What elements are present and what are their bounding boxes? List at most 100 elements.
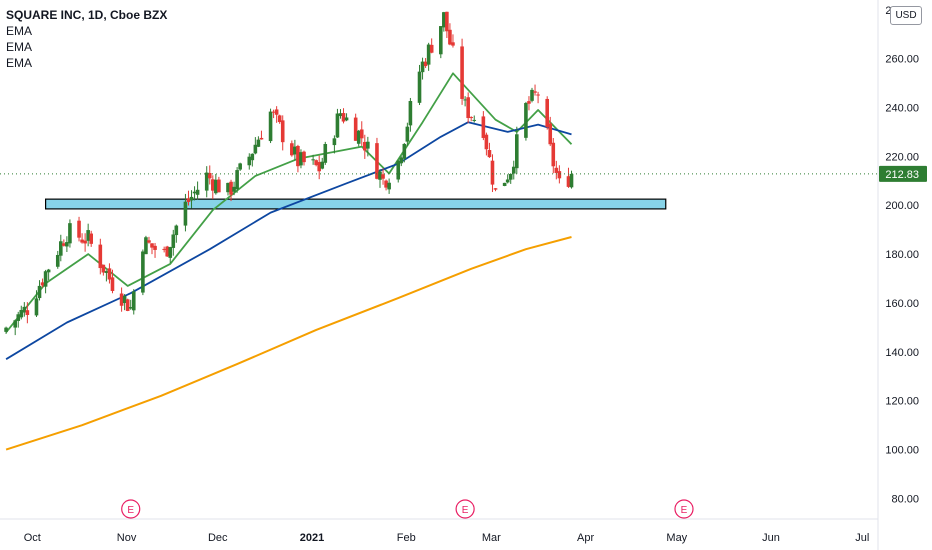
ema-legend-3[interactable]: EMA — [6, 56, 33, 70]
price-tick-label: 260.00 — [885, 54, 919, 66]
candle-body — [274, 109, 279, 115]
support-zone-rectangle — [44, 198, 667, 210]
candle-body — [226, 182, 230, 193]
candle-body — [214, 179, 218, 194]
candle-body — [460, 46, 464, 99]
candle-body — [195, 189, 200, 195]
candle-body — [533, 91, 537, 93]
price-tick-label: 140.00 — [885, 347, 919, 359]
candle-body — [408, 101, 413, 126]
price-tick-label: 240.00 — [885, 103, 919, 115]
candle-body — [332, 138, 337, 146]
candle-body — [98, 244, 103, 269]
candle-body — [253, 144, 258, 154]
candle-body — [569, 173, 574, 188]
candle-body — [356, 130, 361, 144]
candle-body — [429, 44, 434, 53]
candle-body — [104, 271, 109, 273]
ema-legend-2[interactable]: EMA — [6, 40, 33, 54]
candle-body — [128, 307, 133, 309]
candle-body — [317, 162, 321, 172]
candle-body — [131, 291, 136, 311]
ema-legend-1[interactable]: EMA — [6, 24, 33, 38]
earnings-marker[interactable] — [674, 499, 694, 519]
candle-body — [204, 172, 209, 191]
candle-body — [25, 310, 30, 315]
candle-body — [37, 285, 42, 299]
time-axis-label: May — [666, 532, 687, 544]
candle-body — [508, 174, 513, 180]
candle-body — [481, 116, 486, 138]
candle-body — [250, 153, 255, 161]
candle-body — [89, 233, 93, 244]
candle-body — [548, 123, 553, 145]
candle-body — [378, 171, 382, 180]
candle-body — [247, 156, 252, 166]
time-axis-label: Dec — [208, 532, 228, 544]
candle-body — [527, 101, 531, 104]
candle-body — [341, 113, 346, 122]
candle-body — [557, 171, 562, 179]
candle-body — [299, 152, 303, 166]
time-axis-label: Oct — [24, 532, 41, 544]
earnings-marker[interactable] — [121, 499, 141, 519]
candle-body — [335, 113, 340, 138]
candle-body — [110, 277, 115, 291]
candle-body — [80, 239, 84, 243]
candle-body — [268, 111, 273, 142]
candle-body — [165, 246, 169, 257]
candle-body — [359, 129, 364, 139]
price-tick-label: 200.00 — [885, 200, 919, 212]
candle-body — [493, 188, 498, 190]
last-price-label: 212.83 — [885, 169, 919, 181]
time-axis-label: Jul — [855, 532, 869, 544]
earnings-marker[interactable] — [455, 499, 475, 519]
candle-body — [344, 117, 349, 121]
candle-body — [423, 61, 428, 67]
candle-body — [420, 61, 425, 73]
candle-body — [296, 145, 300, 167]
candle-body — [472, 119, 477, 121]
candle-body — [320, 161, 325, 169]
candle-body — [396, 160, 401, 180]
candle-body — [40, 282, 45, 286]
candle-body — [381, 174, 385, 179]
candle-body — [125, 299, 130, 311]
candle-body — [119, 293, 124, 306]
candle-body — [232, 186, 236, 192]
candle-body — [554, 167, 559, 173]
candle-body — [144, 237, 148, 255]
candle-body — [426, 44, 431, 65]
time-axis-label: 2021 — [300, 532, 324, 544]
candle-body — [59, 241, 63, 256]
candle-body — [107, 268, 112, 280]
candle-body — [141, 251, 145, 293]
candle-body — [4, 327, 8, 332]
symbol-title[interactable]: SQUARE INC, 1D, Cboe BZX — [6, 8, 168, 22]
candle-body — [502, 182, 507, 186]
candle-body — [235, 170, 239, 190]
price-tick-label: 180.00 — [885, 249, 919, 261]
candle-body — [445, 11, 449, 32]
candle-body — [338, 113, 343, 117]
time-axis-label: Nov — [117, 532, 137, 544]
candle-body — [217, 179, 221, 193]
candle-body — [183, 201, 188, 226]
candle-body — [530, 89, 534, 101]
currency-button[interactable]: USD — [890, 6, 922, 25]
candle-body — [551, 142, 556, 167]
candle-body — [174, 225, 179, 236]
last-price-tag — [879, 165, 927, 182]
candle-body — [511, 166, 516, 174]
earnings-marker-label: E — [462, 505, 469, 516]
candle-body — [171, 234, 176, 248]
candle-body — [22, 306, 27, 313]
candle-body — [43, 271, 48, 287]
candle-body — [545, 98, 549, 127]
candle-body — [229, 181, 233, 195]
candle-body — [86, 230, 90, 241]
candle-body — [147, 240, 151, 243]
candle-body — [83, 240, 87, 244]
